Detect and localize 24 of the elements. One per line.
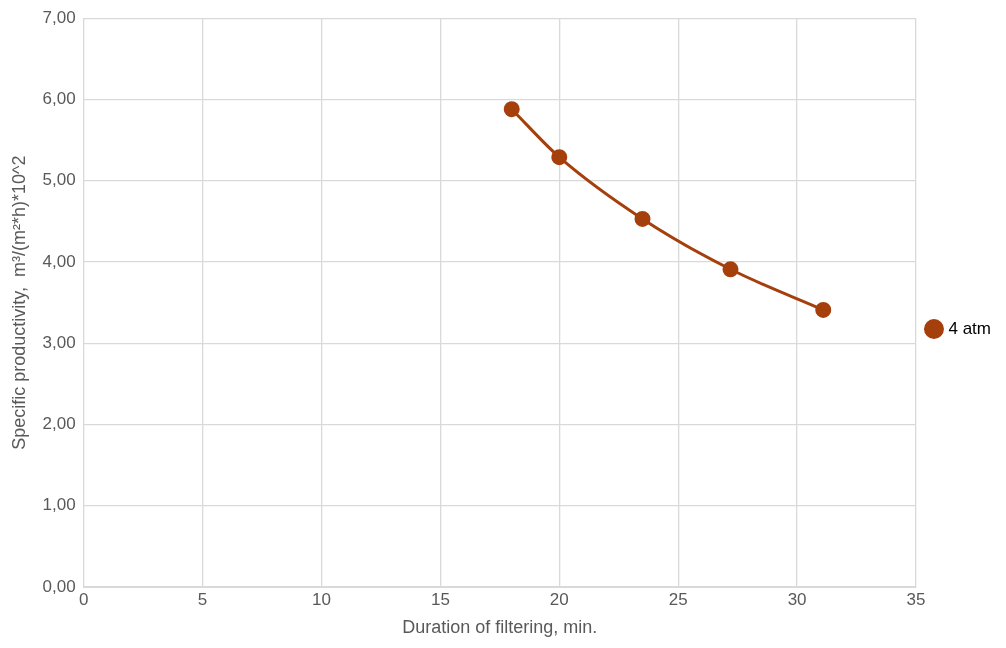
y-tick-label: 2,00	[42, 414, 76, 434]
x-tick-label: 20	[549, 589, 569, 609]
legend-label: 4 atm	[948, 318, 992, 338]
point	[815, 301, 832, 318]
y-tick-label: 1,00	[42, 495, 76, 515]
y-tick-label: 3,00	[42, 332, 76, 352]
y-tick-label: 4,00	[42, 251, 76, 271]
y-tick-label: 6,00	[42, 89, 76, 109]
point	[503, 101, 520, 118]
x-tick-label: 10	[312, 589, 331, 609]
point	[551, 149, 568, 166]
y-axis-title: Specific productivity, m³/(m²*h)*10^2	[8, 155, 29, 450]
x-tick-label: 15	[430, 589, 450, 609]
x-tick-label: 5	[197, 589, 208, 609]
x-tick-label: 35	[906, 589, 926, 609]
y-tick-label: 0,00	[42, 576, 76, 596]
point	[634, 210, 651, 227]
y-tick-label: 5,00	[42, 170, 76, 190]
x-tick-label: 0	[78, 589, 89, 609]
y-tick-label: 7,00	[42, 7, 76, 27]
x-axis-title: Duration of filtering, min.	[402, 617, 598, 638]
point	[722, 261, 739, 278]
x-tick-label: 30	[787, 589, 807, 609]
x-tick-label: 25	[668, 589, 688, 609]
